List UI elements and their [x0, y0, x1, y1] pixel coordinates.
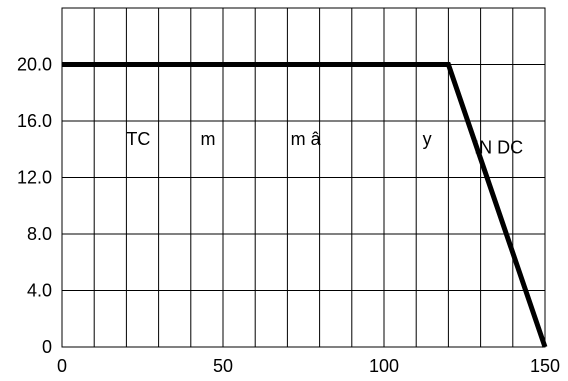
- series-layer: [61, 62, 548, 348]
- annotation-3: y: [423, 129, 432, 149]
- annotation-4: IN DC: [474, 137, 523, 157]
- x-tick-label-2: 100: [369, 356, 399, 376]
- y-tick-label-0: 0: [42, 337, 52, 357]
- y-tick-label-1: 4.0: [27, 281, 52, 301]
- x-tick-label-1: 50: [213, 356, 233, 376]
- series-line-0: [62, 62, 548, 348]
- x-tick-label-3: 150: [530, 356, 560, 376]
- grid: [62, 8, 545, 347]
- plot-frame: [61, 7, 546, 348]
- y-tick-label-2: 8.0: [27, 224, 52, 244]
- annotation-1: m: [200, 129, 215, 149]
- annotations: TC m m â y IN DC: [126, 129, 523, 157]
- x-axis-ticks: 0 50 100 150: [57, 356, 560, 376]
- x-tick-label-0: 0: [57, 356, 67, 376]
- y-tick-label-3: 12.0: [17, 168, 52, 188]
- y-tick-label-4: 16.0: [17, 111, 52, 131]
- annotation-2: m â: [291, 129, 322, 149]
- y-tick-label-5: 20.0: [17, 55, 52, 75]
- y-axis-ticks: 0 4.0 8.0 12.0 16.0 20.0: [17, 55, 52, 358]
- annotation-0: TC: [126, 129, 150, 149]
